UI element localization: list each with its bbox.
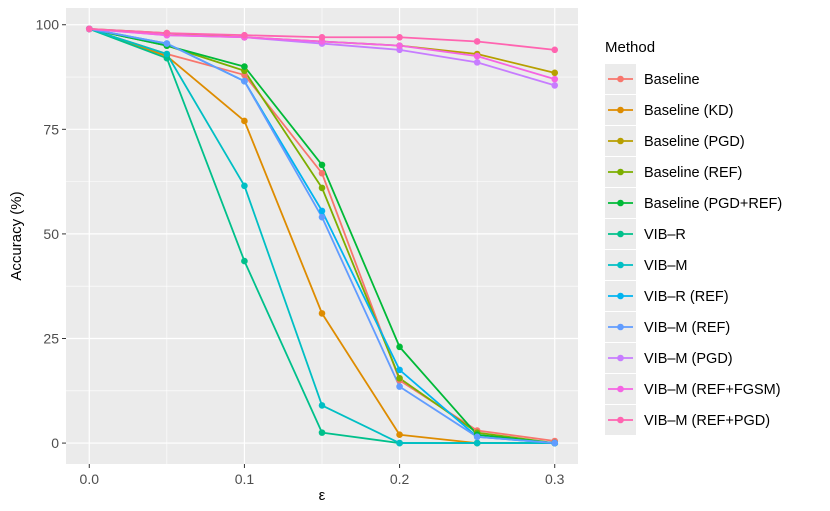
legend-item: VIB–R — [605, 219, 686, 249]
data-point — [318, 184, 326, 192]
data-point — [241, 63, 248, 70]
series-points — [85, 25, 559, 447]
data-point — [473, 38, 481, 45]
data-point — [396, 33, 403, 41]
data-point — [396, 374, 403, 382]
data-point — [396, 42, 403, 49]
x-tick-label: 0.2 — [390, 471, 410, 487]
data-point — [318, 161, 326, 169]
data-point — [473, 52, 481, 60]
legend-key-point — [617, 137, 624, 145]
data-point — [85, 25, 93, 33]
legend-label: VIB–M (PGD) — [644, 351, 733, 367]
legend-key-point — [617, 416, 624, 424]
legend-key-point — [617, 261, 624, 269]
legend-label: VIB–M (REF+PGD) — [644, 413, 770, 429]
y-axis-title: Accuracy (%) — [8, 191, 25, 280]
data-point — [241, 31, 248, 39]
legend-item: Baseline (PGD+REF) — [605, 188, 782, 218]
legend-label: VIB–R — [644, 227, 686, 243]
data-point — [473, 59, 481, 66]
legend-item: VIB–M — [605, 250, 688, 280]
y-tick-label: 0 — [51, 435, 59, 451]
x-tick-label: 0.0 — [80, 471, 100, 487]
data-point — [163, 29, 171, 37]
legend-key-point — [617, 230, 624, 238]
y-tick-label: 100 — [36, 17, 60, 33]
legend-item: Baseline (KD) — [605, 95, 733, 125]
y-tick-label: 75 — [43, 121, 59, 137]
data-point — [396, 366, 403, 374]
data-point — [241, 182, 248, 190]
legend-label: Baseline — [644, 72, 700, 88]
data-point — [318, 429, 326, 436]
legend-item: VIB–R (REF) — [605, 281, 729, 311]
data-point — [163, 50, 171, 58]
x-tick-label: 0.1 — [235, 471, 255, 487]
data-point — [396, 383, 403, 390]
data-point — [551, 82, 559, 89]
data-point — [551, 439, 559, 447]
legend-item: Baseline (PGD) — [605, 126, 745, 156]
legend-key-point — [617, 75, 624, 83]
data-point — [396, 343, 403, 351]
data-point — [318, 213, 326, 221]
legend-label: VIB–M — [644, 258, 688, 274]
legend-key-point — [617, 385, 624, 393]
data-point — [241, 77, 248, 85]
legend: Method Baseline Baseline (KD) Baseline (PG… — [605, 39, 782, 435]
legend-key-point — [617, 292, 624, 300]
y-tick-label: 25 — [43, 330, 59, 346]
data-point — [318, 33, 326, 41]
data-point — [396, 439, 403, 447]
legend-item: VIB–M (REF+PGD) — [605, 405, 770, 435]
data-point — [318, 310, 326, 317]
data-point — [473, 439, 481, 447]
legend-key-point — [617, 354, 624, 362]
legend-label: Baseline (KD) — [644, 103, 733, 119]
data-point — [318, 207, 326, 215]
data-point — [551, 69, 559, 77]
data-point — [318, 402, 326, 409]
legend-label: VIB–M (REF) — [644, 320, 730, 336]
axes: 0.0 0.1 0.2 0.3 0 25 50 75 100 — [36, 17, 565, 487]
data-point — [241, 257, 248, 265]
legend-item: VIB–M (REF+FGSM) — [605, 374, 781, 404]
legend-label: Baseline (PGD) — [644, 134, 745, 150]
data-point — [241, 117, 248, 125]
x-tick-label: 0.3 — [545, 471, 565, 487]
legend-item: VIB–M (REF) — [605, 312, 730, 342]
data-point — [396, 431, 403, 439]
y-tick-label: 50 — [43, 226, 59, 242]
legend-item: Baseline — [605, 64, 700, 94]
data-point — [551, 46, 559, 54]
data-point — [318, 169, 326, 177]
legend-key-point — [617, 106, 624, 114]
legend-label: Baseline (PGD+REF) — [644, 196, 782, 212]
legend-label: VIB–M (REF+FGSM) — [644, 382, 781, 398]
legend-item: VIB–M (PGD) — [605, 343, 733, 373]
legend-label: Baseline (REF) — [644, 165, 742, 181]
legend-label: VIB–R (REF) — [644, 289, 729, 305]
data-point — [163, 40, 171, 47]
legend-item: Baseline (REF) — [605, 157, 742, 187]
legend-key-point — [617, 323, 624, 331]
x-axis-title: ε — [319, 487, 326, 504]
legend-key-point — [617, 199, 624, 207]
data-point — [551, 75, 559, 83]
legend-title: Method — [605, 39, 655, 56]
data-point — [473, 433, 481, 441]
legend-key-point — [617, 168, 624, 176]
